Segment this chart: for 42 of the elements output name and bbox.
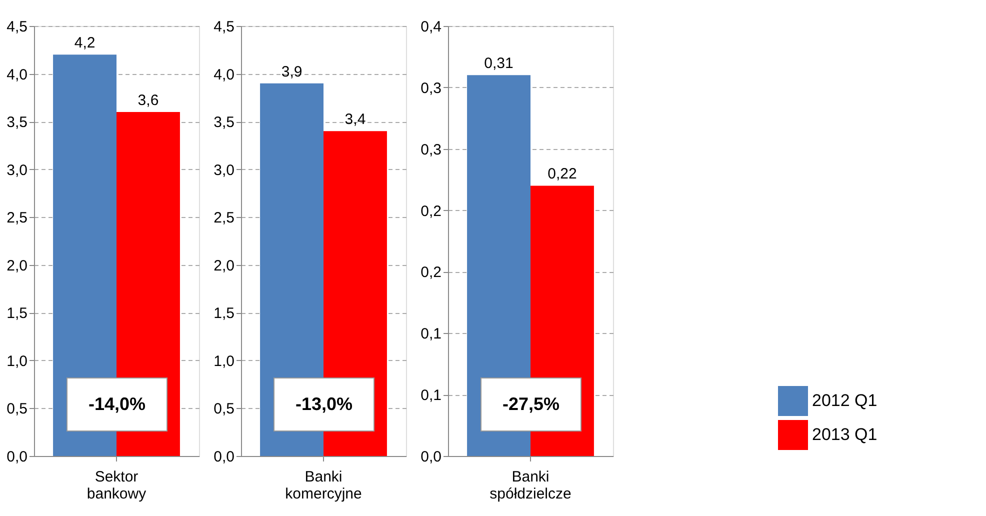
y-tick-label: 3,5 (214, 114, 234, 132)
x-tick-label: Banki spółdzielcze (490, 468, 572, 502)
data-label: 0,22 (548, 166, 577, 183)
annotation: -14,0% (88, 394, 146, 414)
y-tick-label: 1,5 (214, 305, 234, 322)
y-tick-label: 0,0 (6, 448, 28, 466)
y-tick-label: 0,2 (420, 264, 442, 282)
y-tick-label: 3,0 (214, 162, 234, 179)
data-label: 4,2 (74, 34, 96, 52)
y-tick-label: 4,0 (6, 66, 28, 84)
y-tick-label: 0,0 (214, 448, 234, 466)
y-tick-label: 2,0 (6, 257, 28, 274)
y-tick-label: 0,3 (420, 141, 442, 158)
y-tick-label: 3,5 (6, 114, 28, 132)
data-label: 3,6 (138, 92, 159, 109)
y-tick-label: 0,0 (420, 448, 442, 466)
y-tick-label: 4,5 (6, 18, 28, 36)
legend-label: 2012 Q1 (812, 391, 878, 410)
data-label: 0,31 (484, 55, 514, 72)
y-tick-label: 0,4 (420, 18, 442, 36)
y-tick-label: 0,5 (6, 400, 28, 418)
y-tick-label: 4,5 (214, 18, 234, 36)
y-tick-label: 0,3 (420, 80, 442, 97)
y-tick-label: 0,2 (420, 202, 442, 220)
y-tick-label: 0,1 (420, 326, 442, 343)
y-tick-label: 1,5 (6, 305, 28, 322)
annotation: -13,0% (295, 394, 353, 414)
x-tick-label: Sektor bankowy (86, 468, 147, 502)
y-tick-label: 2,5 (6, 210, 28, 227)
data-label: 3,9 (281, 63, 302, 80)
y-tick-label: 2,5 (214, 210, 234, 227)
x-tick-label: Banki komercyjne (285, 468, 362, 502)
y-tick-label: 4,0 (214, 66, 234, 84)
y-tick-label: 0,1 (420, 387, 442, 404)
annotation: -27,5% (502, 394, 560, 414)
y-tick-label: 3,0 (6, 162, 28, 179)
y-tick-label: 1,0 (6, 352, 28, 370)
data-label: 3,4 (344, 111, 366, 128)
y-tick-label: 0,5 (214, 400, 234, 418)
y-tick-label: 2,0 (214, 257, 234, 274)
y-tick-label: 1,0 (214, 352, 234, 370)
legend-label: 2013 Q1 (812, 425, 878, 444)
